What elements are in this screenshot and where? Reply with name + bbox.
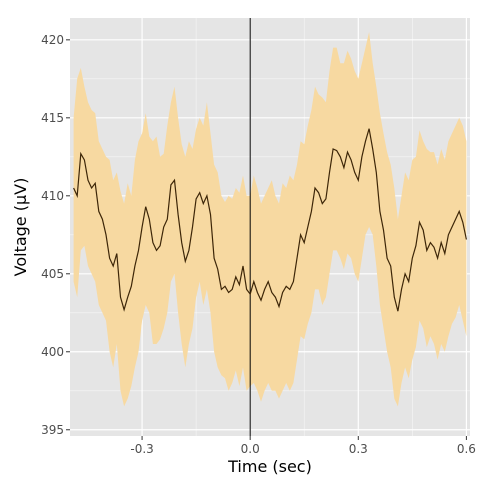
x-tick-label: 0.0 <box>241 442 260 456</box>
y-tick-label: 400 <box>41 345 64 359</box>
y-tick-label: 410 <box>41 189 64 203</box>
y-tick-label: 420 <box>41 33 64 47</box>
mean-voltage-line <box>73 128 467 312</box>
y-tick-label: 395 <box>41 423 64 437</box>
x-tick-label: 0.6 <box>457 442 476 456</box>
x-axis-ticks: -0.3 0.0 0.3 0.6 <box>130 436 476 456</box>
x-tick-label: 0.3 <box>349 442 368 456</box>
y-axis-title: Voltage (µV) <box>11 178 30 277</box>
y-tick-label: 405 <box>41 267 64 281</box>
x-tick-label: -0.3 <box>130 442 153 456</box>
y-axis-ticks: 395 400 405 410 415 420 <box>41 33 70 437</box>
confidence-band <box>73 32 467 407</box>
y-tick-label: 415 <box>41 111 64 125</box>
x-axis-title: Time (sec) <box>227 457 312 476</box>
